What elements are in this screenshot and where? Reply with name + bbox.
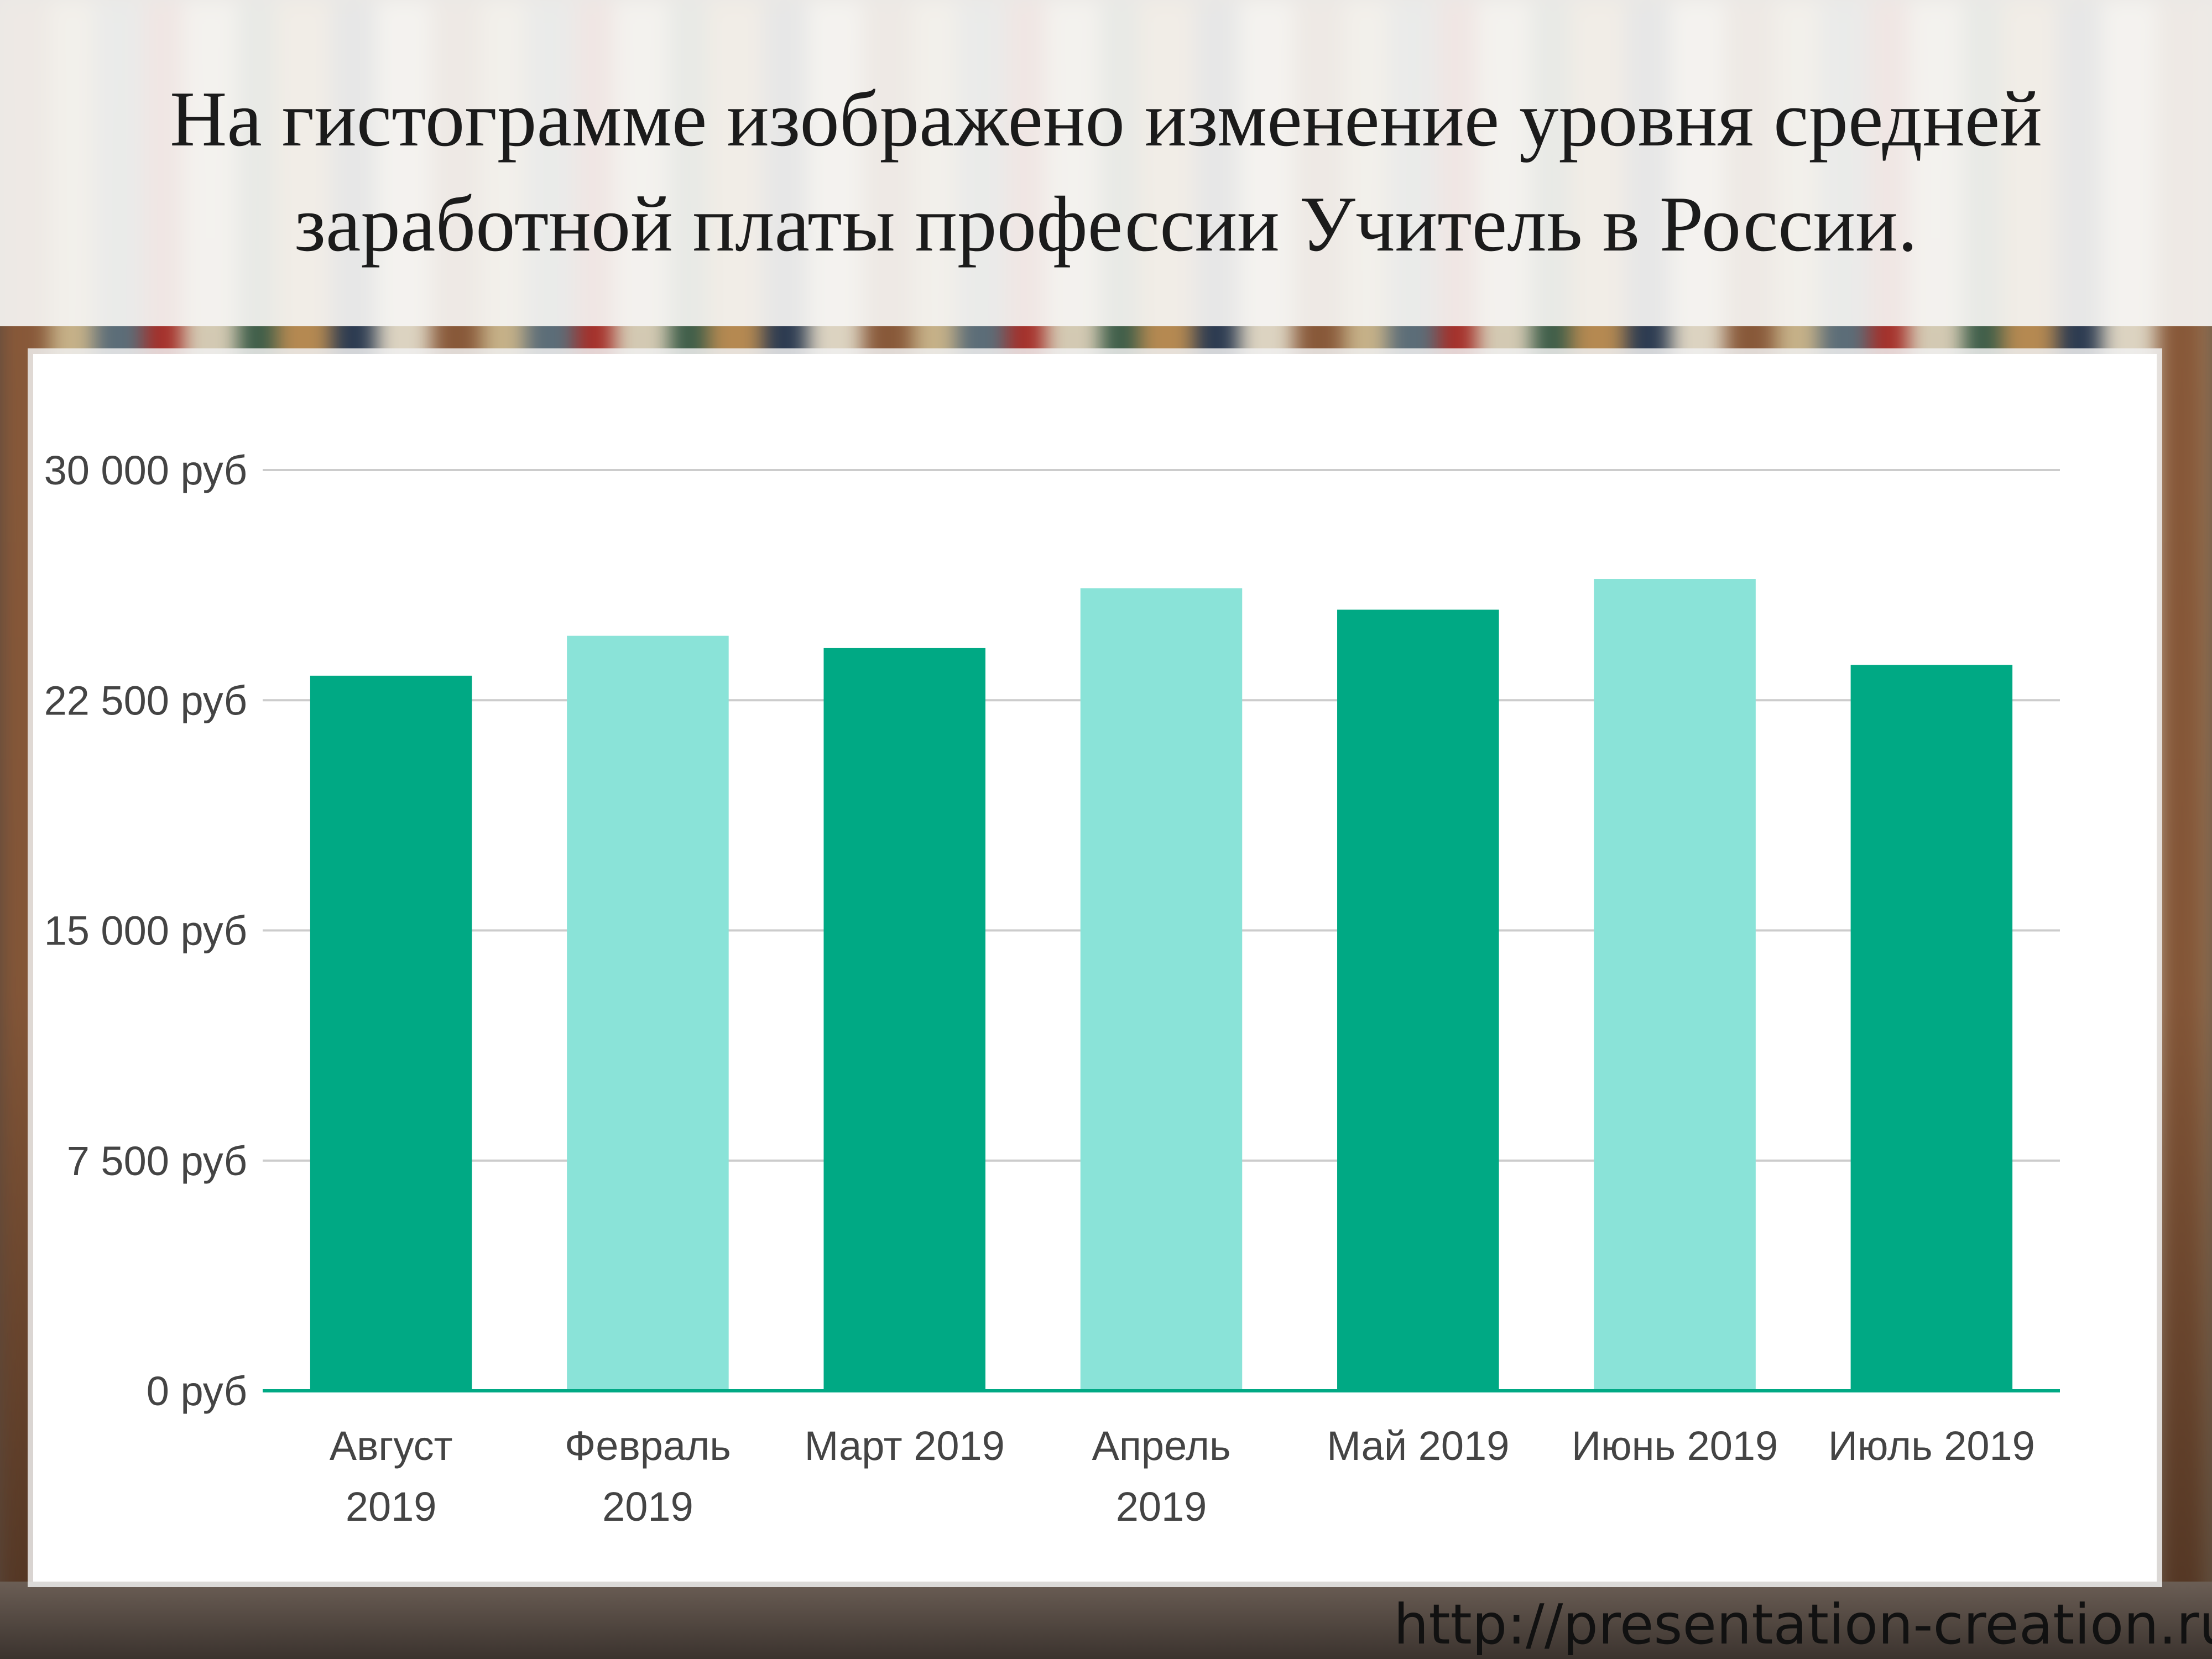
x-tick-label: 2019 bbox=[346, 1484, 437, 1530]
x-tick-label: Март 2019 bbox=[805, 1423, 1005, 1469]
x-tick-label: Май 2019 bbox=[1327, 1423, 1509, 1469]
bar bbox=[1850, 665, 2013, 1391]
title-band: На гистограмме изображено изменение уров… bbox=[0, 0, 2212, 326]
slide-title: На гистограмме изображено изменение уров… bbox=[170, 75, 2042, 268]
x-tick-label: Июнь 2019 bbox=[1572, 1423, 1778, 1469]
y-tick-label: 22 500 руб bbox=[44, 677, 247, 723]
x-tick-label: 2019 bbox=[602, 1484, 693, 1530]
background-floor bbox=[0, 1582, 2212, 1659]
x-tick-label: Август bbox=[330, 1423, 453, 1469]
bar bbox=[310, 675, 472, 1391]
bar bbox=[1080, 588, 1243, 1391]
y-tick-label: 0 руб bbox=[147, 1368, 247, 1414]
x-tick-label: Февраль bbox=[565, 1423, 731, 1469]
bar bbox=[1594, 579, 1756, 1391]
y-tick-label: 7 500 руб bbox=[67, 1138, 247, 1184]
x-tick-label: Июль 2019 bbox=[1828, 1423, 2035, 1469]
chart-panel: 0 руб 7 500 руб 15 000 руб 22 500 руб 30 000… bbox=[33, 354, 2157, 1582]
y-tick-label: 15 000 руб bbox=[44, 908, 247, 954]
x-tick-label: Апрель bbox=[1092, 1423, 1230, 1469]
bar bbox=[1337, 609, 1499, 1391]
y-tick-label: 30 000 руб bbox=[44, 447, 247, 493]
bar-chart: 0 руб 7 500 руб 15 000 руб 22 500 руб 30 000… bbox=[44, 447, 2060, 1530]
bar bbox=[823, 648, 985, 1391]
x-tick-label: 2019 bbox=[1116, 1484, 1207, 1530]
bar bbox=[567, 635, 729, 1391]
footer-url[interactable]: http://presentation-creation.ru bbox=[1394, 1592, 2212, 1657]
